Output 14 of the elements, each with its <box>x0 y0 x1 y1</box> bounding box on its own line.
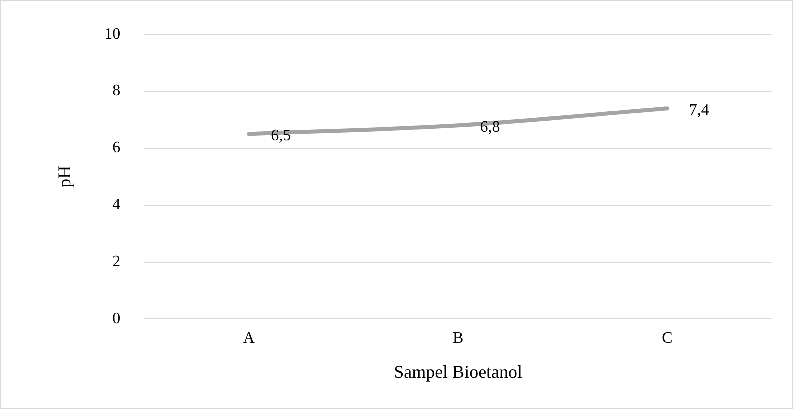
data-label: 7,4 <box>689 102 710 119</box>
y-tick-label: 8 <box>112 82 121 100</box>
x-tick-label: B <box>452 330 464 348</box>
x-tick-label: A <box>243 330 256 348</box>
x-axis-title: Sampel Bioetanol <box>394 362 523 382</box>
x-tick-label: C <box>662 330 673 348</box>
y-tick-label: 2 <box>112 253 121 270</box>
y-tick-label: 10 <box>104 26 121 43</box>
data-label: 6,8 <box>480 118 500 136</box>
y-tick-label: 6 <box>112 140 121 157</box>
y-axis-title: pH <box>54 166 75 188</box>
y-tick-label: 0 <box>112 310 121 328</box>
data-label: 6,5 <box>271 127 292 144</box>
y-tick-label: 4 <box>112 196 121 214</box>
